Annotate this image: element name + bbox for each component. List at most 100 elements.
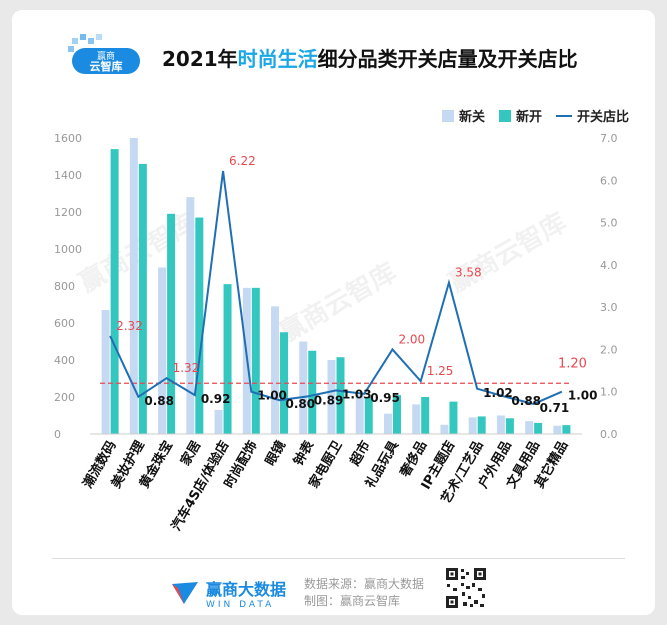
y-right-tick-label: 1.0 xyxy=(600,386,618,399)
bar-opened xyxy=(195,217,204,434)
qr-code-icon xyxy=(444,566,488,610)
bar-opened xyxy=(138,163,147,434)
footer-divider xyxy=(52,558,625,559)
bar-closed xyxy=(553,425,562,434)
bar-closed xyxy=(525,421,534,434)
y-left-tick-label: 200 xyxy=(54,391,75,404)
y-left-tick-label: 0 xyxy=(54,428,61,441)
bar-closed xyxy=(101,310,110,434)
legend-label-ratio: 开关店比 xyxy=(576,110,629,125)
chart-title: 2021年时尚生活细分品类开关店量及开关店比 xyxy=(162,43,578,72)
legend-item-closed: 新关 xyxy=(441,106,485,125)
bar-closed xyxy=(158,267,167,434)
title-suffix: 细分品类开关店量及开关店比 xyxy=(317,47,578,71)
y-right-tick-label: 0.0 xyxy=(600,428,618,441)
ratio-data-label: 1.00 xyxy=(257,389,287,403)
ratio-data-label: 3.58 xyxy=(455,266,482,280)
bar-closed xyxy=(186,197,195,434)
bar-closed xyxy=(440,424,449,434)
watermark-text: 赢商云智库 xyxy=(274,257,402,349)
bar-opened xyxy=(505,418,514,434)
ratio-data-label: 0.92 xyxy=(201,392,231,406)
bar-opened xyxy=(223,284,232,434)
footer-brand: 赢商大数据 WIN DATA xyxy=(170,576,286,610)
y-left-tick-label: 400 xyxy=(54,354,75,367)
wing-logo-icon xyxy=(172,582,198,604)
bar-opened xyxy=(392,395,401,434)
y-right-tick-label: 2.0 xyxy=(600,343,618,356)
bar-closed xyxy=(299,341,308,434)
source-text: 数据来源：赢商大数据 xyxy=(304,577,425,591)
ratio-data-label: 2.32 xyxy=(116,319,143,333)
title-prefix: 2021年 xyxy=(162,47,238,71)
ratio-data-label: 0.95 xyxy=(370,391,400,405)
ratio-data-label: 1.03 xyxy=(342,387,372,401)
title-highlight: 时尚生活 xyxy=(237,47,318,71)
y-right-tick-label: 3.0 xyxy=(600,301,618,314)
ratio-data-label: 1.02 xyxy=(483,386,513,400)
y-left-tick-label: 1600 xyxy=(54,132,82,145)
bar-opened xyxy=(308,350,317,434)
bar-opened xyxy=(477,416,486,434)
watermark-text: 赢商云智库 xyxy=(444,207,572,299)
y-right-tick-label: 5.0 xyxy=(600,217,618,230)
cloud-logo-icon: 赢商 云智库 xyxy=(68,34,140,74)
legend-item-opened: 新开 xyxy=(498,106,542,125)
x-category-label: 家居 xyxy=(177,438,204,469)
bar-opened xyxy=(336,357,345,434)
bar-opened xyxy=(421,397,430,434)
ratio-data-label: 0.88 xyxy=(144,394,174,408)
bar-opened xyxy=(534,422,543,434)
legend: 新关 新开 开关店比 xyxy=(441,106,629,125)
ratio-data-label: 0.88 xyxy=(511,394,541,408)
bar-opened xyxy=(167,213,176,434)
legend-label-closed: 新关 xyxy=(458,110,485,125)
chart-card: 赢商 云智库 2021年时尚生活细分品类开关店量及开关店比 新关 新开 开关店比… xyxy=(12,10,655,615)
y-left-tick-label: 800 xyxy=(54,280,75,293)
bar-opened xyxy=(251,287,260,434)
y-right-tick-label: 7.0 xyxy=(600,132,618,145)
chart-plot: 赢商云智库赢商云智库赢商云智库0200400600800100012001400… xyxy=(54,132,618,534)
y-left-tick-label: 600 xyxy=(54,317,75,330)
ratio-data-label: 0.89 xyxy=(314,393,344,407)
bar-closed xyxy=(468,417,477,434)
brand-cn: 赢商大数据 xyxy=(206,580,287,599)
x-category-label: 眼镜 xyxy=(262,438,289,469)
ratio-data-label: 6.22 xyxy=(229,154,256,168)
bar-closed xyxy=(412,404,421,434)
y-right-tick-label: 6.0 xyxy=(600,174,618,187)
x-category-label: 超市 xyxy=(347,438,374,469)
ratio-data-label: 1.32 xyxy=(173,361,200,375)
x-category-label: 钟表 xyxy=(290,437,317,468)
y-left-tick-label: 1200 xyxy=(54,206,82,219)
ratio-data-label: 0.71 xyxy=(540,401,570,415)
y-left-tick-label: 1400 xyxy=(54,169,82,182)
y-right-tick-label: 4.0 xyxy=(600,259,618,272)
bar-closed xyxy=(129,138,138,434)
bar-opened xyxy=(449,401,458,434)
bar-closed xyxy=(271,306,280,434)
logo-line2: 云智库 xyxy=(90,59,123,73)
ratio-data-label: 1.00 xyxy=(568,389,598,403)
bar-opened xyxy=(110,149,119,434)
bar-closed xyxy=(214,409,223,434)
legend-label-opened: 新开 xyxy=(515,110,542,125)
bar-closed xyxy=(383,413,392,434)
y-left-tick-label: 1000 xyxy=(54,243,82,256)
ratio-data-label: 0.80 xyxy=(286,397,316,411)
logo-line1: 赢商 xyxy=(97,50,115,62)
bar-closed xyxy=(327,360,336,434)
legend-item-ratio: 开关店比 xyxy=(555,106,629,125)
bar-opened xyxy=(364,397,373,434)
legend-swatch-opened xyxy=(498,109,511,122)
legend-swatch-closed xyxy=(441,109,454,122)
bar-closed xyxy=(496,415,505,434)
brand-en: WIN DATA xyxy=(206,600,275,610)
bar-closed xyxy=(355,395,364,434)
footer-credits: 数据来源：赢商大数据 制图：赢商云智库 xyxy=(304,576,424,610)
reference-label: 1.20 xyxy=(558,356,587,371)
ratio-data-label: 2.00 xyxy=(398,332,425,346)
ratio-line xyxy=(109,170,563,406)
legend-swatch-ratio xyxy=(555,114,572,117)
bar-opened xyxy=(562,425,571,434)
